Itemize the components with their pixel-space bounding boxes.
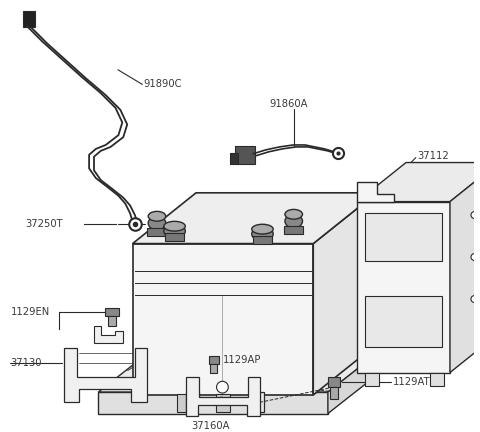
Bar: [230, 153, 238, 165]
Ellipse shape: [252, 227, 273, 241]
Text: 91890C: 91890C: [144, 79, 182, 89]
Polygon shape: [132, 244, 313, 395]
Polygon shape: [98, 392, 328, 413]
Text: 37160A: 37160A: [191, 421, 229, 431]
Text: 37112: 37112: [418, 151, 449, 161]
Circle shape: [471, 295, 478, 302]
Bar: [147, 228, 167, 236]
Bar: [284, 226, 303, 234]
Ellipse shape: [164, 221, 185, 231]
Text: 37250A: 37250A: [359, 219, 397, 229]
Polygon shape: [357, 162, 480, 202]
Polygon shape: [313, 193, 377, 395]
Bar: [210, 364, 216, 374]
Text: 1129AT: 1129AT: [393, 377, 431, 387]
Bar: [365, 372, 379, 386]
Ellipse shape: [148, 211, 166, 221]
Text: 37150: 37150: [388, 358, 420, 368]
Text: 1129EN: 1129EN: [11, 307, 50, 317]
Bar: [365, 213, 442, 261]
Ellipse shape: [285, 210, 302, 219]
Circle shape: [471, 212, 478, 219]
Text: 37130: 37130: [11, 358, 42, 368]
Ellipse shape: [252, 224, 273, 234]
Circle shape: [471, 254, 478, 260]
Ellipse shape: [148, 216, 166, 230]
Ellipse shape: [285, 214, 302, 228]
Polygon shape: [357, 202, 450, 372]
Polygon shape: [328, 338, 396, 413]
Bar: [177, 394, 191, 412]
Polygon shape: [64, 348, 147, 402]
Polygon shape: [98, 338, 396, 392]
Polygon shape: [357, 182, 394, 202]
Polygon shape: [186, 378, 260, 416]
Circle shape: [216, 381, 228, 393]
Bar: [252, 236, 272, 244]
Text: 37250T: 37250T: [25, 219, 63, 229]
Polygon shape: [132, 193, 377, 244]
Ellipse shape: [164, 224, 185, 238]
Bar: [209, 356, 218, 364]
Bar: [328, 378, 340, 387]
Bar: [330, 387, 337, 399]
Bar: [108, 316, 116, 326]
Bar: [23, 11, 35, 27]
Bar: [235, 146, 255, 164]
Bar: [216, 394, 230, 412]
Bar: [365, 295, 442, 347]
Text: 91860A: 91860A: [269, 99, 308, 109]
Bar: [165, 233, 184, 241]
Bar: [105, 308, 119, 316]
Polygon shape: [186, 392, 264, 412]
Text: 1129AP: 1129AP: [222, 355, 261, 365]
Bar: [431, 372, 444, 386]
Polygon shape: [450, 162, 480, 372]
Text: 37110A: 37110A: [374, 280, 412, 289]
Polygon shape: [94, 326, 123, 343]
